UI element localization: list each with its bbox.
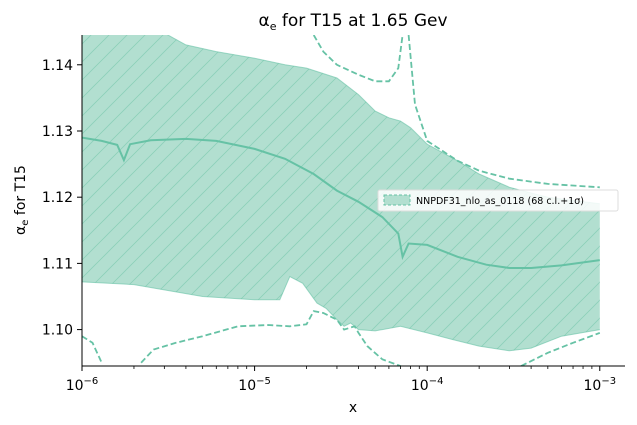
x-axis: 10−6 10−5 10−4 10−3 (66, 366, 616, 394)
chart-title: αe for T15 at 1.65 Gev (258, 11, 447, 33)
x-tick-label: 10−3 (583, 376, 616, 394)
plot-area (82, 35, 601, 366)
y-tick-label: 1.13 (42, 124, 73, 140)
legend-label: NNPDF31_nlo_as_0118 (68 c.l.+1σ) (416, 196, 584, 207)
y-tick-label: 1.12 (42, 190, 73, 206)
band-upper-edge (166, 35, 600, 205)
y-tick-label: 1.11 (42, 256, 73, 272)
y-axis-label: αe for T15 (13, 165, 31, 235)
x-tick-label: 10−6 (66, 376, 99, 394)
sigma-upper-line-1 (407, 35, 600, 189)
y-axis: 1.10 1.11 1.12 1.13 1.14 (42, 58, 82, 339)
y-tick-label: 1.14 (42, 58, 73, 74)
legend-swatch (383, 194, 411, 206)
x-tick-label: 10−5 (238, 376, 271, 394)
central-line (82, 136, 600, 269)
sigma-lower-line-1 (140, 310, 403, 366)
band-68cl-hatch (82, 35, 600, 351)
x-tick-label: 10−4 (411, 376, 444, 394)
sigma-lower-line-2 (520, 332, 601, 366)
legend: NNPDF31_nlo_as_0118 (68 c.l.+1σ) (377, 189, 619, 212)
sigma-upper-line-0 (312, 35, 404, 83)
y-tick-label: 1.10 (42, 323, 73, 339)
band-lower-edge (82, 275, 600, 352)
x-axis-label: x (349, 400, 357, 416)
legend-frame (377, 189, 619, 212)
sigma-lower-line-0 (82, 335, 103, 364)
